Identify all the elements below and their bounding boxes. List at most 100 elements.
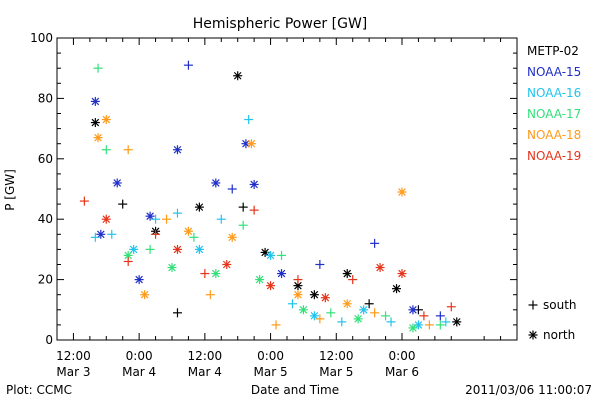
data-point — [277, 250, 287, 260]
data-point — [386, 317, 396, 327]
plot-frame — [56, 37, 518, 341]
marker-stroke — [266, 281, 275, 290]
data-point — [140, 290, 150, 300]
axis-ticks — [56, 37, 518, 341]
marker-stroke — [228, 233, 237, 242]
marker-legend-symbol — [528, 330, 538, 340]
x-tick-date: Mar 5 — [319, 365, 353, 379]
legend-entry: NOAA-16 — [527, 86, 581, 100]
marker-stroke — [321, 293, 330, 302]
legend-entry: METP-02 — [527, 44, 579, 58]
data-point — [129, 244, 139, 254]
marker-stroke — [354, 315, 362, 323]
data-point — [90, 232, 100, 242]
data-point — [397, 269, 407, 279]
y-axis-label: P [GW] — [3, 169, 17, 211]
data-point — [183, 226, 193, 236]
marker-stroke — [195, 245, 204, 254]
marker-legend-label: north — [543, 328, 575, 342]
data-point — [238, 202, 248, 212]
data-point — [298, 305, 308, 315]
data-point — [90, 118, 100, 128]
data-point — [118, 199, 128, 209]
footer-left: Plot: CCMC — [6, 383, 72, 397]
marker-legend-label: south — [543, 298, 577, 312]
marker-stroke — [212, 179, 220, 187]
data-point — [342, 269, 352, 279]
data-point — [246, 139, 256, 149]
data-point — [123, 145, 133, 155]
marker-stroke — [414, 321, 423, 329]
x-tick-time: 12:00 — [188, 349, 223, 363]
data-point — [249, 179, 259, 189]
x-tick-date: Mar 4 — [122, 365, 156, 379]
marker-stroke — [140, 290, 149, 299]
data-point — [309, 311, 319, 321]
marker-stroke — [529, 331, 537, 339]
data-point — [348, 275, 358, 285]
x-axis-label: Date and Time — [251, 383, 339, 397]
data-point — [200, 269, 210, 279]
x-tick-time: 12:00 — [319, 349, 354, 363]
x-tick-date: Mar 3 — [56, 365, 90, 379]
data-point — [364, 299, 374, 309]
legend-entry: NOAA-19 — [527, 149, 581, 163]
data-point — [392, 284, 402, 294]
marker-stroke — [222, 260, 231, 269]
data-point — [375, 263, 385, 273]
legend-entry: NOAA-18 — [527, 128, 581, 142]
y-tick-label: 0 — [45, 333, 53, 347]
data-point — [101, 214, 111, 224]
marker-stroke — [195, 203, 204, 211]
legend-entry: NOAA-15 — [527, 65, 581, 79]
data-point — [435, 320, 445, 330]
data-point — [419, 311, 429, 321]
marker-stroke — [452, 318, 461, 326]
marker-stroke — [310, 290, 319, 299]
marker-stroke — [266, 251, 275, 260]
marker-stroke — [94, 133, 102, 142]
y-tick-label: 100 — [30, 31, 53, 45]
data-point — [172, 145, 182, 155]
marker-stroke — [168, 263, 176, 272]
data-point — [172, 244, 182, 254]
x-tick-date: Mar 5 — [254, 365, 288, 379]
data-point — [227, 232, 237, 242]
data-point — [315, 314, 325, 324]
marker-stroke — [294, 290, 302, 299]
data-point — [408, 323, 418, 333]
data-point — [408, 305, 418, 315]
data-point — [90, 96, 100, 106]
marker-stroke — [173, 245, 182, 254]
marker-stroke — [392, 284, 401, 293]
x-tick-time: 12:00 — [56, 349, 91, 363]
y-tick-label: 80 — [38, 91, 53, 105]
data-point — [134, 275, 144, 285]
y-tick-label: 20 — [38, 273, 53, 287]
data-point — [342, 299, 352, 309]
data-point — [101, 145, 111, 155]
data-point — [397, 187, 407, 197]
data-point — [194, 244, 204, 254]
marker-stroke — [343, 299, 352, 308]
series-noaa-16 — [90, 115, 451, 330]
data-point — [145, 244, 155, 254]
chart-title: Hemispheric Power [GW] — [193, 16, 368, 32]
data-point — [266, 281, 276, 291]
data-point — [435, 311, 445, 321]
series-noaa-19 — [79, 196, 456, 321]
marker-stroke — [146, 212, 154, 220]
data-point — [441, 317, 451, 327]
x-tick-time: 0:00 — [126, 349, 153, 363]
marker-stroke — [135, 275, 143, 284]
series-noaa-15 — [90, 60, 445, 321]
data-point — [93, 133, 103, 143]
data-point — [211, 178, 221, 188]
data-point — [145, 211, 155, 221]
marker-stroke — [91, 97, 100, 106]
data-point — [238, 220, 248, 230]
data-point — [167, 263, 177, 273]
marker-stroke — [233, 71, 242, 80]
